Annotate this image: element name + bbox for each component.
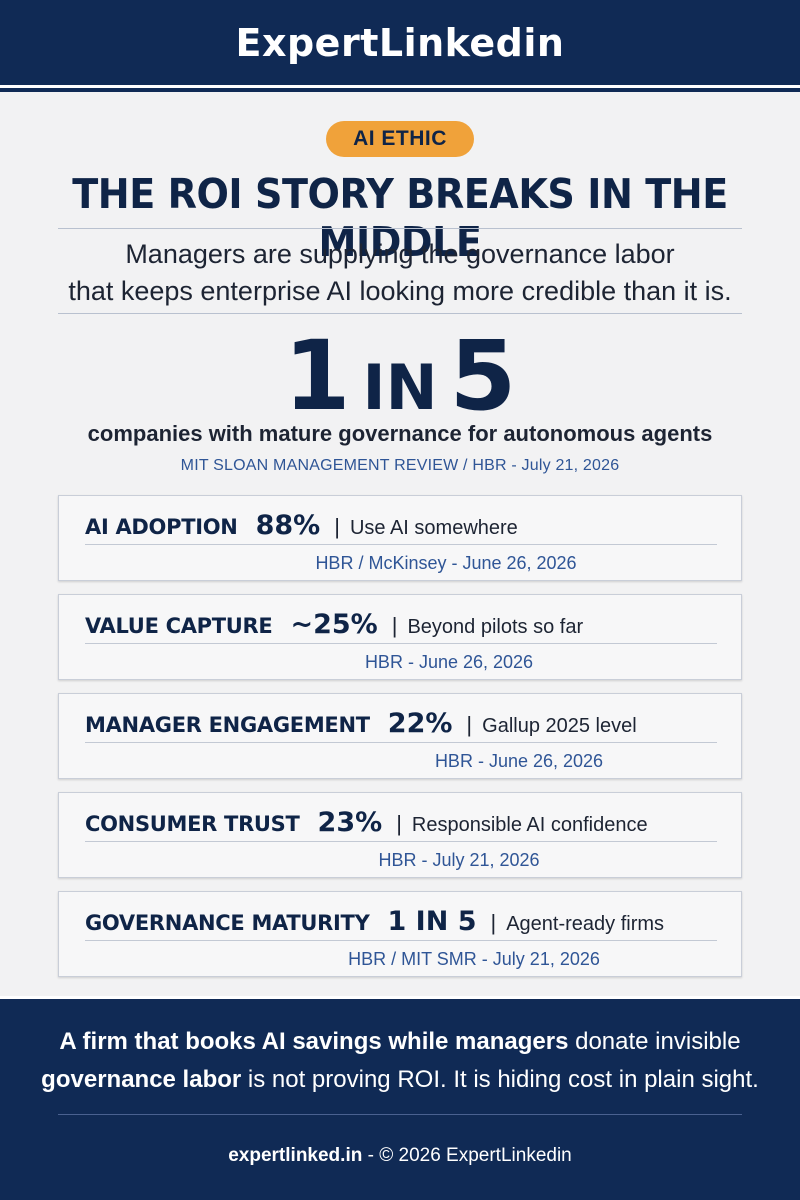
metric-label: GOVERNANCE MATURITY [85,911,370,935]
metric-source: HBR - June 26, 2026 [434,751,604,771]
metric-description: Responsible AI confidence [411,814,648,836]
metric-separator: | [391,613,398,638]
metric-label: CONSUMER TRUST [85,812,300,836]
footer-copyright: - © 2026 ExpertLinkedin [362,1145,572,1166]
footer-statement-bold-2: governance labor [41,1066,242,1093]
metric-separator: | [490,910,497,935]
footer-credit: expertlinked.in - © 2026 ExpertLinkedin [0,1145,800,1167]
card-divider [85,544,717,545]
metric-value: 88% [255,510,321,541]
footer-statement-plain-2: is not proving ROI. It is hiding cost in… [241,1066,759,1093]
metric-source: HBR / McKinsey - June 26, 2026 [315,553,577,573]
metric-source: HBR / MIT SMR - July 21, 2026 [348,949,600,969]
brand-title: ExpertLinkedin [235,20,565,65]
footer-statement-bold-1: A firm that books AI savings while manag… [59,1028,569,1055]
metric-value: ~25% [290,609,378,640]
hero-stat-middle: IN [362,351,438,424]
metric-value: 22% [387,708,453,739]
hero-stat: 1 IN 5 [0,320,800,432]
metric-card-governance-maturity: GOVERNANCE MATURITY 1 IN 5 | Agent-ready… [58,891,742,977]
metric-card-manager-engagement: MANAGER ENGAGEMENT 22% | Gallup 2025 lev… [58,693,742,779]
hero-stat-caption: companies with mature governance for aut… [87,421,713,446]
metric-separator: | [396,811,402,836]
subtitle-line-1: Managers are supplying the governance la… [125,239,675,269]
card-divider [85,940,717,941]
hero-stat-source: MIT SLOAN MANAGEMENT REVIEW / HBR - July… [180,457,620,474]
metric-card-ai-adoption: AI ADOPTION 88% | Use AI somewhere HBR /… [58,495,742,581]
metric-label: AI ADOPTION [85,515,238,539]
metric-label: MANAGER ENGAGEMENT [85,713,370,737]
metric-description: Agent-ready firms [506,913,665,935]
metric-source: HBR - July 21, 2026 [378,850,540,870]
subtitle: Managers are supplying the governance la… [40,236,760,310]
subtitle-line-2: that keeps enterprise AI looking more cr… [68,276,732,306]
card-divider [85,841,717,842]
metric-description: Use AI somewhere [349,517,518,539]
footer-bar: A firm that books AI savings while manag… [0,996,800,1200]
divider [58,313,742,314]
metric-description: Gallup 2025 level [482,715,637,737]
topic-badge: AI ETHIC [326,121,474,157]
metric-value: 1 IN 5 [387,906,477,937]
divider [58,228,742,229]
metric-card-consumer-trust: CONSUMER TRUST 23% | Responsible AI conf… [58,792,742,878]
footer-divider [58,1114,742,1115]
metric-value: 23% [317,807,383,838]
header-bar: ExpertLinkedin [0,0,800,88]
hero-stat-right: 5 [449,320,517,432]
metric-separator: | [334,514,340,539]
hero-stat-left: 1 [283,320,351,432]
card-divider [85,643,717,644]
metric-separator: | [466,712,473,737]
metric-description: Beyond pilots so far [407,616,584,638]
card-divider [85,742,717,743]
footer-statement-plain-1: donate invisible [568,1028,741,1055]
headline: THE ROI STORY BREAKS IN THE MIDDLE [72,170,728,266]
metric-card-value-capture: VALUE CAPTURE ~25% | Beyond pilots so fa… [58,594,742,680]
metric-source: HBR - June 26, 2026 [364,652,534,672]
metric-label: VALUE CAPTURE [85,614,273,638]
footer-statement: A firm that books AI savings while manag… [40,1023,760,1099]
footer-site-link[interactable]: expertlinked.in [228,1145,363,1166]
